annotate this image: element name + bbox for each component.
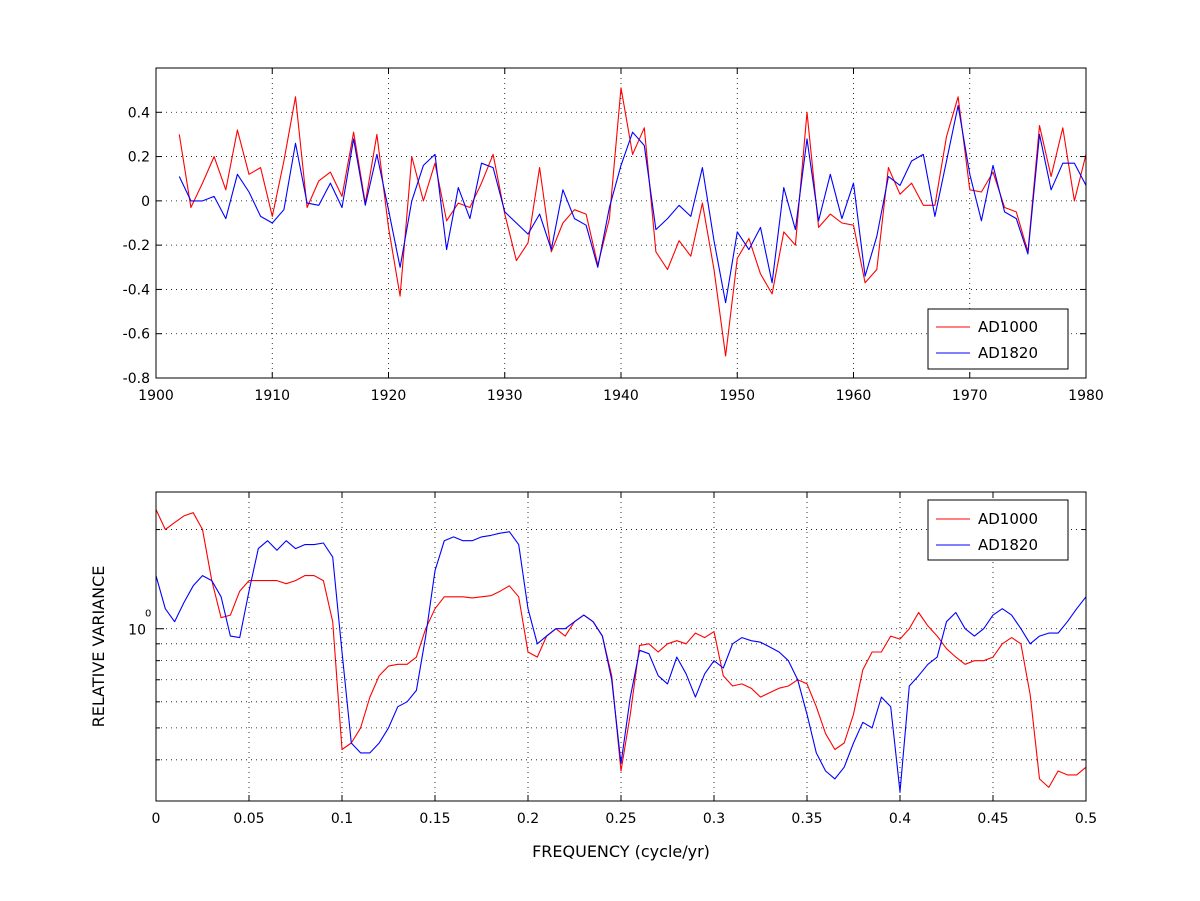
x-tick-label: 0.1 bbox=[331, 811, 353, 827]
series-line-ad1820 bbox=[178, 105, 1087, 304]
spectrum-lines bbox=[155, 509, 1087, 793]
legend-label-ad1820: AD1820 bbox=[978, 536, 1038, 554]
y-tick-label: 0.2 bbox=[128, 150, 150, 166]
y-tick-label-base: 10 bbox=[128, 623, 146, 639]
y-tick-label-exponent: 0 bbox=[145, 609, 151, 620]
x-tick-label: 1970 bbox=[952, 388, 988, 404]
x-tick-label: 0.25 bbox=[605, 811, 636, 827]
y-tick-label: -0.4 bbox=[123, 282, 150, 298]
legend-label-ad1820: AD1820 bbox=[978, 344, 1038, 362]
x-tick-label: 1910 bbox=[254, 388, 290, 404]
y-tick-label: -0.6 bbox=[123, 327, 150, 343]
x-axis-title: FREQUENCY (cycle/yr) bbox=[532, 842, 710, 861]
y-tick-label: -0.8 bbox=[123, 371, 150, 387]
x-tick-label: 1900 bbox=[138, 388, 174, 404]
legend-box bbox=[927, 499, 1069, 561]
x-tick-label: 0.05 bbox=[233, 811, 264, 827]
y-tick-label: 0 bbox=[141, 194, 150, 210]
x-tick-label: 1920 bbox=[371, 388, 407, 404]
spectrum-legend: AD1000 AD1820 bbox=[927, 499, 1069, 561]
x-tick-label: 0.4 bbox=[889, 811, 911, 827]
x-tick-label: 1950 bbox=[719, 388, 755, 404]
legend-box bbox=[927, 308, 1069, 370]
x-tick-label: 0 bbox=[152, 811, 161, 827]
legend-label-ad1000: AD1000 bbox=[978, 510, 1038, 528]
spectrum-ticks: 0 0.05 0.1 0.15 0.2 0.25 0.3 0.35 0.4 0.45 0.5 bbox=[152, 492, 1097, 827]
x-tick-label: 0.3 bbox=[703, 811, 725, 827]
time-series-panel: 1900 1910 1920 1930 1940 1950 1960 1970 1980 -0.8… bbox=[123, 67, 1104, 404]
x-tick-label: 0.45 bbox=[977, 811, 1008, 827]
series-line-ad1000 bbox=[155, 509, 1087, 788]
x-tick-label: 0.35 bbox=[791, 811, 822, 827]
series-line-ad1000 bbox=[178, 87, 1087, 357]
x-tick-label: 1930 bbox=[487, 388, 523, 404]
time-series-lines bbox=[178, 87, 1087, 357]
x-tick-label: 1940 bbox=[603, 388, 639, 404]
spectrum-y-tick-label: 10 0 bbox=[128, 609, 151, 639]
x-tick-label: 1960 bbox=[836, 388, 872, 404]
x-tick-label: 0.2 bbox=[517, 811, 539, 827]
series-line-ad1820 bbox=[155, 531, 1087, 793]
spectrum-panel: 0 0.05 0.1 0.15 0.2 0.25 0.3 0.35 0.4 0.45 0.5 10 … bbox=[89, 491, 1097, 861]
x-tick-label: 0.15 bbox=[419, 811, 450, 827]
y-tick-label: -0.2 bbox=[123, 238, 150, 254]
time-series-legend: AD1000 AD1820 bbox=[927, 308, 1069, 370]
x-tick-label: 0.5 bbox=[1075, 811, 1097, 827]
y-tick-label: 0.4 bbox=[128, 105, 150, 121]
time-series-ticks: 1900 1910 1920 1930 1940 1950 1960 1970 1980 -0.8… bbox=[123, 68, 1104, 404]
x-tick-label: 1980 bbox=[1068, 388, 1104, 404]
y-axis-title: RELATIVE VARIANCE bbox=[89, 566, 108, 728]
legend-label-ad1000: AD1000 bbox=[978, 318, 1038, 336]
